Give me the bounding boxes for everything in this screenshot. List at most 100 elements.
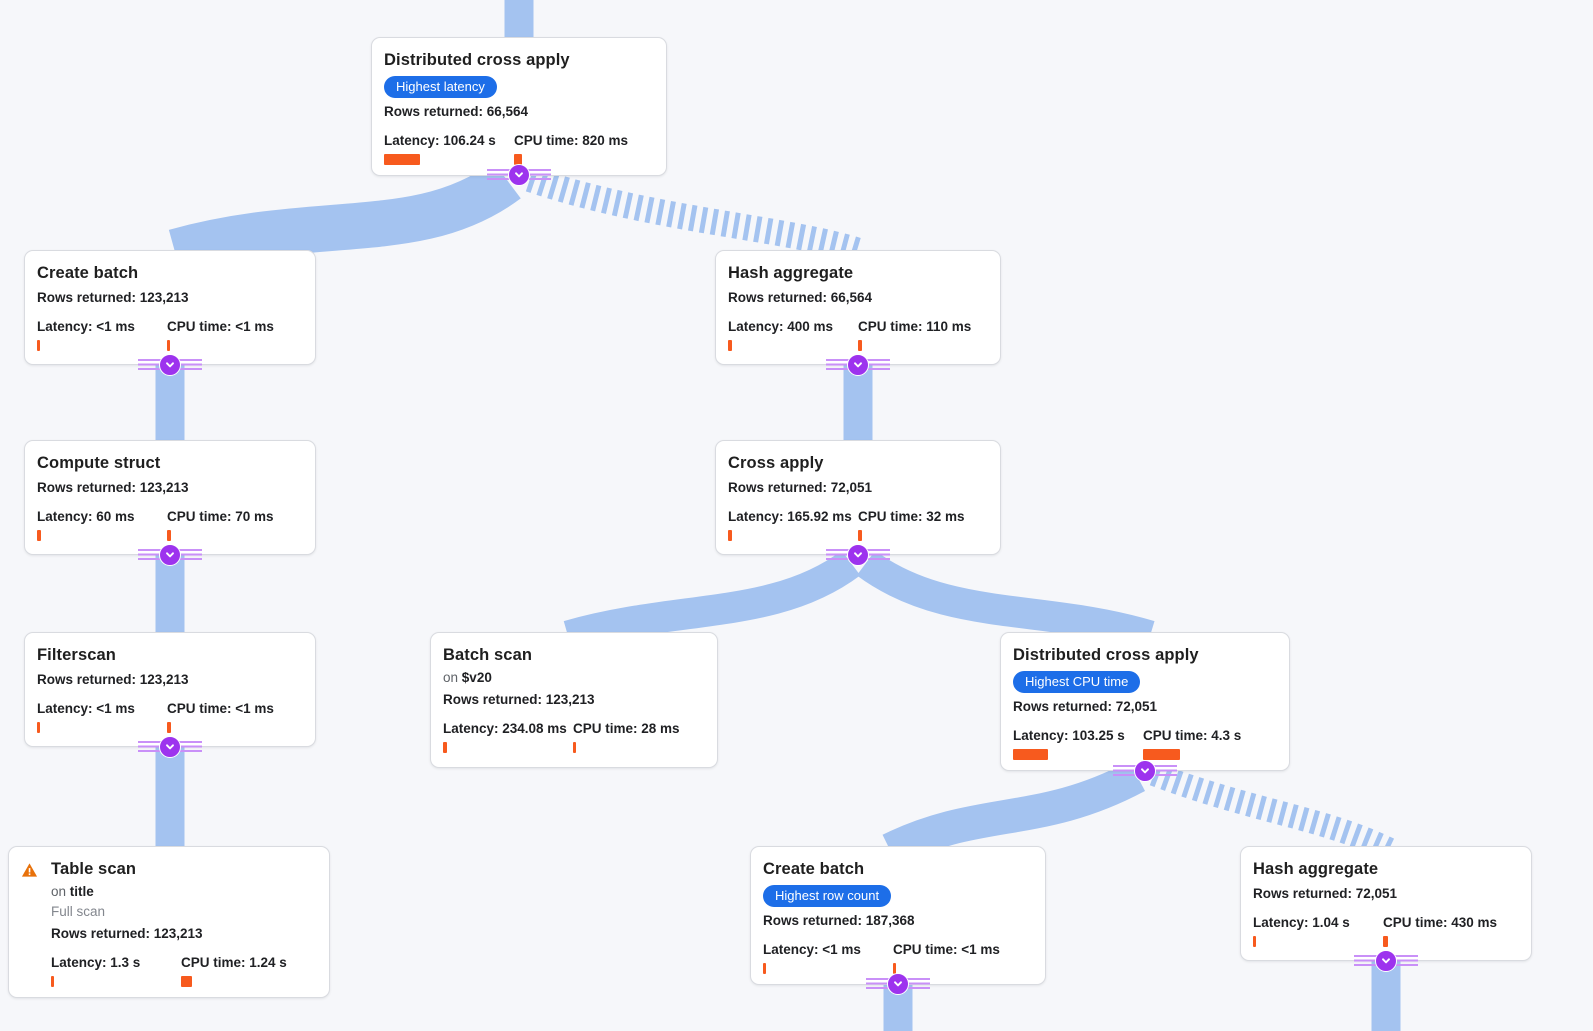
chevron-down-icon[interactable] — [1375, 950, 1397, 972]
latency-metric: Latency: <1 ms — [37, 318, 167, 351]
node-metrics: Latency: 1.04 s CPU time: 430 ms — [1253, 914, 1519, 947]
latency-bar — [1013, 749, 1048, 760]
node-title-row: Distributed cross apply — [1013, 643, 1277, 668]
plan-node-batch-scan[interactable]: Batch scan on $v20 Rows returned: 123,213 L… — [430, 632, 718, 768]
plan-node-cross-apply[interactable]: Cross apply Rows returned: 72,051 Latency:… — [715, 440, 1001, 555]
chevron-down-icon[interactable] — [508, 164, 530, 186]
cpu-time-metric: CPU time: 1.24 s — [181, 954, 311, 987]
node-metrics: Latency: 1.3 s CPU time: 1.24 s — [51, 954, 317, 987]
expand-connector-create-batch-bottom[interactable] — [866, 973, 930, 995]
cpu-time-label: CPU time: 820 ms — [514, 133, 629, 148]
node-body: Rows returned: 123,213 Latency: 60 ms CPU … — [37, 476, 303, 541]
node-title-row: Filterscan — [37, 643, 303, 668]
expand-connector-distributed-cross-apply-right[interactable] — [1113, 760, 1177, 782]
cpu-time-metric: CPU time: 28 ms — [573, 720, 703, 753]
cpu-time-label: CPU time: <1 ms — [167, 701, 274, 716]
latency-label: Latency: 1.04 s — [1253, 915, 1350, 930]
node-badge: Highest CPU time — [1013, 671, 1141, 693]
node-metrics: Latency: 103.25 s CPU time: 4.3 s — [1013, 727, 1277, 760]
cpu-time-label: CPU time: 32 ms — [858, 509, 965, 524]
node-body: on $v20 Rows returned: 123,213 Latency: 23… — [443, 668, 705, 753]
expand-connector-hash-aggregate-right[interactable] — [826, 354, 890, 376]
node-body: on title Full scan Rows returned: 123,213 L… — [51, 882, 317, 987]
plan-node-create-batch-left[interactable]: Create batch Rows returned: 123,213 Latenc… — [24, 250, 316, 365]
latency-bar — [51, 976, 54, 987]
node-title: Create batch — [37, 264, 139, 282]
latency-bar — [384, 154, 420, 165]
cpu-time-label: CPU time: <1 ms — [167, 319, 274, 334]
expand-connector-hash-aggregate-bottom[interactable] — [1354, 950, 1418, 972]
cpu-time-bar — [181, 976, 192, 987]
rows-returned: Rows returned: 72,051 — [1253, 886, 1398, 901]
plan-node-compute-struct[interactable]: Compute struct Rows returned: 123,213 Late… — [24, 440, 316, 555]
expand-connector-compute-struct[interactable] — [138, 544, 202, 566]
plan-node-filterscan[interactable]: Filterscan Rows returned: 123,213 Latency:… — [24, 632, 316, 747]
chevron-down-icon[interactable] — [847, 354, 869, 376]
node-body: Rows returned: 66,564 Latency: 400 ms CPU … — [728, 286, 988, 351]
flow-edge-cross-apply-to-batch-scan — [563, 550, 861, 651]
node-title: Table scan — [51, 860, 137, 878]
node-title: Cross apply — [728, 454, 824, 472]
plan-node-table-scan[interactable]: Table scan on title Full scan Rows returned… — [8, 846, 330, 998]
rows-returned: Rows returned: 123,213 — [37, 480, 189, 495]
cpu-time-label: CPU time: 70 ms — [167, 509, 274, 524]
latency-label: Latency: 400 ms — [728, 319, 834, 334]
latency-label: Latency: 165.92 ms — [728, 509, 852, 524]
node-title-row: Distributed cross apply — [384, 48, 654, 73]
cpu-time-label: CPU time: <1 ms — [893, 942, 1000, 957]
rows-returned: Rows returned: 72,051 — [1013, 699, 1158, 714]
chevron-down-icon[interactable] — [159, 354, 181, 376]
cpu-time-metric: CPU time: 110 ms — [858, 318, 988, 351]
expand-connector-distributed-cross-apply-top[interactable] — [487, 164, 551, 186]
node-body: Rows returned: 123,213 Latency: <1 ms CPU … — [37, 668, 303, 733]
chevron-down-icon[interactable] — [159, 544, 181, 566]
cpu-time-bar — [573, 742, 576, 753]
rows-returned: Rows returned: 123,213 — [37, 672, 189, 687]
node-body: Rows returned: 123,213 Latency: <1 ms CPU … — [37, 286, 303, 351]
node-body: Highest CPU time Rows returned: 72,051 Lat… — [1013, 668, 1277, 760]
latency-metric: Latency: 60 ms — [37, 508, 167, 541]
plan-node-distributed-cross-apply-top[interactable]: Distributed cross apply Highest latency Ro… — [371, 37, 667, 176]
cpu-time-metric: CPU time: <1 ms — [893, 941, 1023, 974]
plan-node-distributed-cross-apply-right[interactable]: Distributed cross apply Highest CPU time R… — [1000, 632, 1290, 771]
cpu-time-metric: CPU time: <1 ms — [167, 700, 297, 733]
cpu-time-bar — [893, 963, 896, 974]
node-on-line: on title — [51, 882, 317, 902]
chevron-down-icon[interactable] — [847, 544, 869, 566]
latency-bar — [1253, 936, 1256, 947]
flow-edge-dca-right-to-hash-aggregate — [1149, 762, 1396, 861]
node-title: Filterscan — [37, 646, 116, 664]
on-target: title — [69, 884, 94, 899]
flow-edge-dca-right-to-create-batch — [882, 760, 1146, 866]
node-title-row: Cross apply — [728, 451, 988, 476]
expand-connector-create-batch-left[interactable] — [138, 354, 202, 376]
node-badge: Highest latency — [384, 76, 497, 98]
cpu-time-metric: CPU time: 4.3 s — [1143, 727, 1273, 760]
node-body: Rows returned: 72,051 Latency: 1.04 s CPU … — [1253, 882, 1519, 947]
latency-bar — [728, 340, 732, 351]
latency-metric: Latency: 106.24 s — [384, 132, 514, 165]
expand-connector-filterscan[interactable] — [138, 736, 202, 758]
expand-connector-cross-apply[interactable] — [826, 544, 890, 566]
chevron-down-icon[interactable] — [887, 973, 909, 995]
node-metrics: Latency: 400 ms CPU time: 110 ms — [728, 318, 988, 351]
latency-metric: Latency: 103.25 s — [1013, 727, 1143, 760]
chevron-down-icon[interactable] — [1134, 760, 1156, 782]
flow-edge-top-to-create-batch — [168, 161, 521, 275]
latency-label: Latency: 234.08 ms — [443, 721, 567, 736]
latency-label: Latency: <1 ms — [37, 319, 135, 334]
chevron-down-icon[interactable] — [159, 736, 181, 758]
plan-node-create-batch-bottom[interactable]: Create batch Highest row count Rows return… — [750, 846, 1046, 985]
latency-bar — [37, 340, 40, 351]
plan-node-hash-aggregate-bottom[interactable]: Hash aggregate Rows returned: 72,051 Laten… — [1240, 846, 1532, 961]
node-metrics: Latency: 106.24 s CPU time: 820 ms — [384, 132, 654, 165]
latency-label: Latency: 106.24 s — [384, 133, 496, 148]
cpu-time-bar — [1143, 749, 1180, 760]
cpu-time-bar — [514, 154, 522, 165]
node-title: Distributed cross apply — [1013, 646, 1199, 664]
plan-node-hash-aggregate-right[interactable]: Hash aggregate Rows returned: 66,564 Laten… — [715, 250, 1001, 365]
node-title-row: Hash aggregate — [728, 261, 988, 286]
cpu-time-metric: CPU time: 430 ms — [1383, 914, 1513, 947]
